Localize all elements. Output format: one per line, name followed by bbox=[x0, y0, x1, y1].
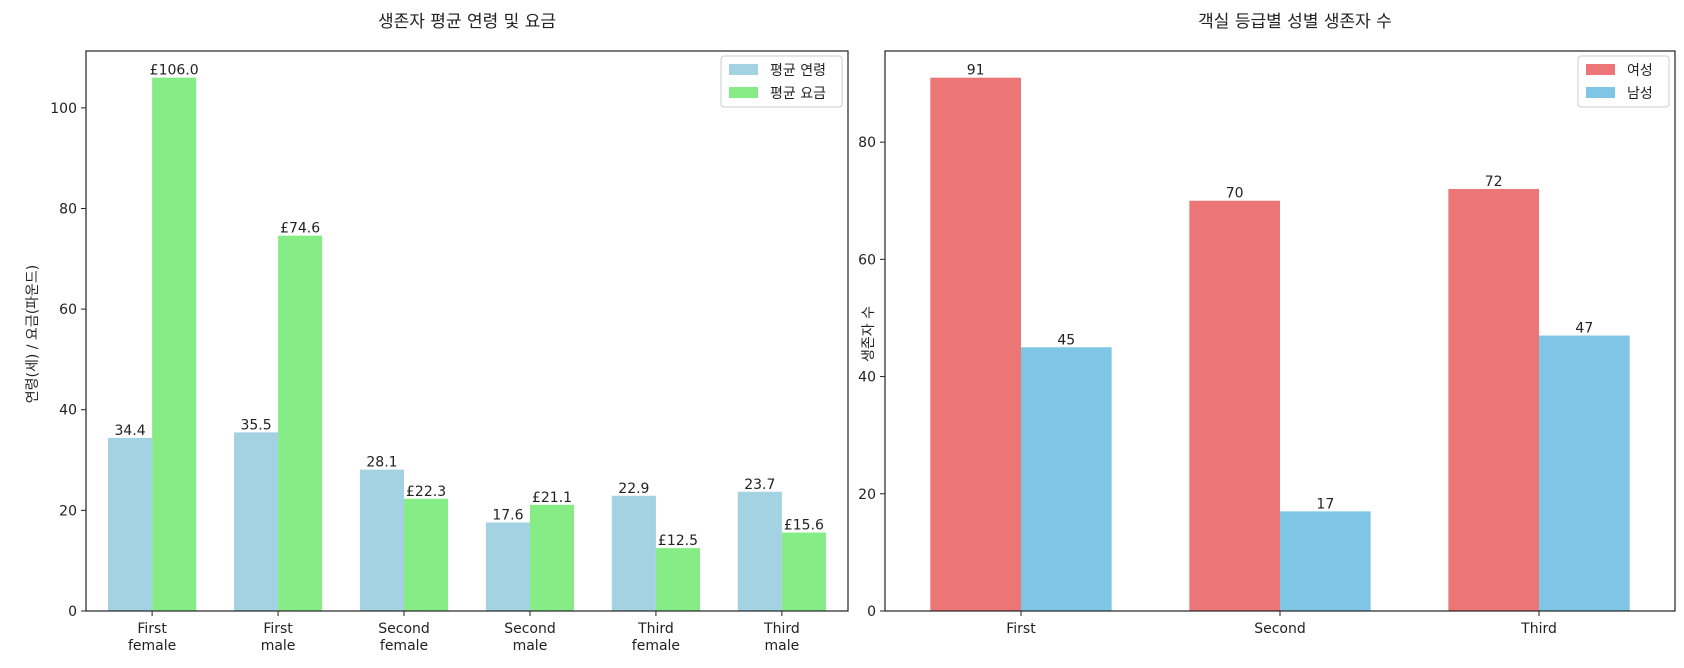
x-tick-label: Third bbox=[637, 621, 674, 637]
x-tick-label: Third bbox=[763, 621, 800, 637]
y-tick-label: 40 bbox=[858, 370, 876, 386]
bar-fare-1 bbox=[278, 235, 323, 611]
legend-swatch-male bbox=[1586, 87, 1615, 98]
data-label: 17.6 bbox=[492, 507, 523, 523]
x-tick-label: female bbox=[128, 638, 176, 654]
y-tick-label: 40 bbox=[59, 403, 77, 419]
bar-female-0 bbox=[930, 77, 1021, 612]
legend: 여성 남성 bbox=[1577, 55, 1670, 108]
bar-female-1 bbox=[1189, 200, 1280, 612]
x-tick-label: male bbox=[513, 638, 548, 654]
y-tick-label: 100 bbox=[50, 101, 77, 117]
x-tick-label: First bbox=[1006, 621, 1036, 637]
y-tick-label: 60 bbox=[858, 252, 876, 268]
bar-male-0 bbox=[1020, 347, 1112, 611]
plot-frame bbox=[884, 50, 1676, 612]
data-label: 72 bbox=[1485, 174, 1503, 190]
legend-swatch-age bbox=[729, 64, 758, 75]
bar-age-5 bbox=[737, 491, 782, 611]
data-label: 17 bbox=[1316, 496, 1334, 512]
data-label: 22.9 bbox=[618, 481, 649, 497]
chart-title: 생존자 평균 연령 및 요금 bbox=[378, 12, 556, 32]
data-label: 23.7 bbox=[744, 477, 775, 493]
data-labels-layer: 91 45 70 17 72 47 bbox=[967, 63, 1594, 513]
data-label: £74.6 bbox=[280, 221, 320, 237]
y-tick-label: 60 bbox=[59, 302, 77, 318]
legend-box bbox=[1577, 55, 1670, 108]
legend-label-age: 평균 연령 bbox=[770, 63, 826, 79]
plot-frame bbox=[85, 50, 849, 612]
legend-swatch-fare bbox=[729, 87, 758, 98]
legend: 평균 연령 평균 요금 bbox=[720, 55, 843, 108]
x-tick-label: Second bbox=[504, 621, 556, 637]
y-tick-label: 0 bbox=[68, 604, 77, 620]
bar-age-4 bbox=[611, 495, 656, 611]
bar-fare-5 bbox=[781, 532, 826, 611]
bar-male-1 bbox=[1280, 511, 1371, 611]
bar-fare-3 bbox=[529, 504, 575, 611]
x-tick-label: female bbox=[632, 638, 680, 654]
bar-age-1 bbox=[233, 432, 279, 611]
x-tick-label: Second bbox=[1254, 621, 1306, 637]
bar-age-2 bbox=[359, 469, 405, 611]
bar-male-2 bbox=[1539, 335, 1630, 611]
data-label: 91 bbox=[967, 63, 985, 79]
bar-age-0 bbox=[108, 437, 153, 611]
x-tick-label: First bbox=[263, 621, 293, 637]
y-tick-label: 80 bbox=[858, 135, 876, 151]
bar-fare-2 bbox=[404, 498, 449, 611]
axes-layer: FirstfemaleFirstmaleSecondfemaleSecondma… bbox=[50, 50, 849, 654]
data-label: 45 bbox=[1057, 332, 1075, 348]
x-tick-label: First bbox=[137, 621, 167, 637]
y-axis-label: 연령(세) / 요금(파운드) bbox=[25, 265, 41, 404]
bars-layer bbox=[930, 77, 1630, 612]
axes-layer: First Second Third 0 20 40 60 80 bbox=[858, 50, 1676, 637]
x-tick-label: male bbox=[765, 638, 800, 654]
data-label: £12.5 bbox=[658, 533, 698, 549]
x-tick-label: female bbox=[380, 638, 428, 654]
data-label: 35.5 bbox=[240, 417, 271, 433]
chart-survivors-by-class: 객실 등급별 성별 생존자 수 생존자 수 91 45 70 17 72 47 First… bbox=[858, 12, 1676, 637]
y-tick-label: 0 bbox=[867, 604, 876, 620]
data-label: £15.6 bbox=[784, 518, 824, 534]
bar-female-2 bbox=[1448, 189, 1540, 611]
chart-avg-age-fare: 생존자 평균 연령 및 요금 연령(세) / 요금(파운드) 34.4 £106.… bbox=[25, 12, 849, 654]
bar-fare-4 bbox=[655, 548, 701, 611]
y-tick-label: 20 bbox=[59, 503, 77, 519]
legend-swatch-female bbox=[1586, 64, 1615, 75]
data-label: 28.1 bbox=[366, 455, 397, 471]
data-label: 70 bbox=[1226, 186, 1244, 202]
y-tick-label: 20 bbox=[858, 487, 876, 503]
data-labels-layer: 34.4 £106.0 35.5 £74.6 28.1 £22.3 17.6 £21.1 22.… bbox=[114, 63, 824, 549]
legend-label-fare: 평균 요금 bbox=[770, 86, 826, 102]
bars-layer bbox=[108, 77, 826, 612]
data-label: 34.4 bbox=[114, 423, 145, 439]
y-axis-label: 생존자 수 bbox=[861, 306, 877, 362]
x-tick-label: male bbox=[261, 638, 296, 654]
bar-age-3 bbox=[485, 522, 530, 611]
data-label: 47 bbox=[1575, 321, 1593, 337]
chart-title: 객실 등급별 성별 생존자 수 bbox=[1198, 12, 1392, 32]
legend-label-female: 여성 bbox=[1627, 63, 1653, 79]
x-tick-label: Third bbox=[1520, 621, 1557, 637]
legend-label-male: 남성 bbox=[1627, 86, 1653, 102]
x-tick-label: Second bbox=[378, 621, 430, 637]
data-label: £22.3 bbox=[406, 484, 446, 500]
y-tick-label: 80 bbox=[59, 201, 77, 217]
data-label: £21.1 bbox=[532, 490, 572, 506]
bar-fare-0 bbox=[152, 77, 197, 612]
data-label: £106.0 bbox=[150, 63, 199, 79]
